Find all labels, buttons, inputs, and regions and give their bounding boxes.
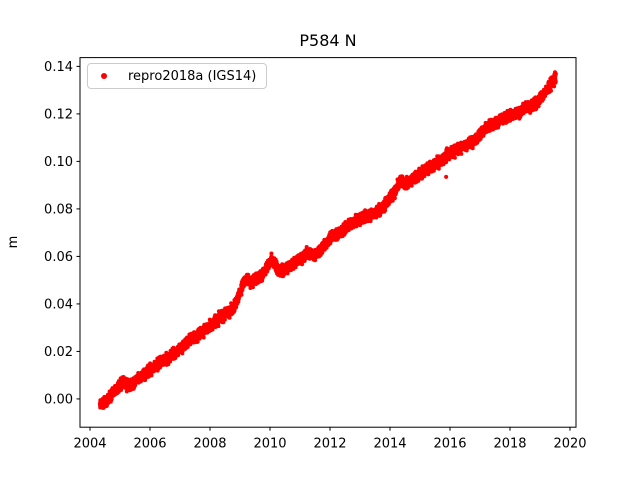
- y-tick-label: 0.00: [44, 392, 73, 407]
- x-tick-label: 2010: [253, 437, 286, 452]
- x-tick-label: 2008: [193, 437, 226, 452]
- chart-title: P584 N: [299, 31, 357, 50]
- x-tick-label: 2012: [313, 437, 346, 452]
- legend-marker-icon: [101, 73, 107, 79]
- y-tick-label: 0.12: [44, 107, 73, 122]
- y-axis-ticks: 0.00 0.02 0.04 0.06 0.08 0.10 0.12 0.14: [44, 60, 80, 407]
- x-tick-label: 2018: [493, 437, 526, 452]
- y-tick-label: 0.14: [44, 60, 73, 75]
- x-tick-label: 2014: [373, 437, 406, 452]
- x-axis-ticks: 2004 2006 2008 2010 2012 2014 2016 2018 2020: [73, 427, 587, 452]
- y-tick-label: 0.10: [44, 155, 73, 170]
- y-tick-label: 0.06: [44, 250, 73, 265]
- y-tick-label: 0.04: [44, 297, 73, 312]
- x-tick-label: 2004: [73, 437, 106, 452]
- x-tick-label: 2006: [133, 437, 166, 452]
- legend-entry-label: repro2018a (IGS14): [128, 68, 257, 84]
- scatter-series: [97, 70, 558, 410]
- x-tick-label: 2016: [433, 437, 466, 452]
- x-tick-label: 2020: [553, 437, 586, 452]
- plot-frame: [79, 57, 577, 428]
- legend-box: repro2018a (IGS14): [87, 63, 267, 89]
- outlier-point: [444, 174, 449, 179]
- y-tick-label: 0.08: [44, 202, 73, 217]
- y-tick-label: 0.02: [44, 345, 73, 360]
